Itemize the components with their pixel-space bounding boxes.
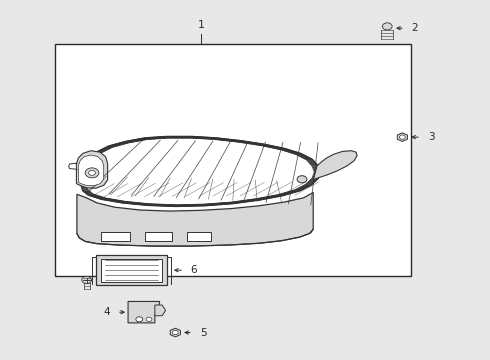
- Text: 4: 4: [103, 307, 110, 317]
- Bar: [101, 232, 129, 242]
- Text: 1: 1: [197, 20, 205, 30]
- Polygon shape: [76, 151, 108, 188]
- Text: 3: 3: [428, 132, 434, 142]
- Circle shape: [172, 330, 178, 335]
- Circle shape: [382, 23, 392, 30]
- Circle shape: [85, 168, 99, 178]
- Text: 5: 5: [200, 328, 206, 338]
- Polygon shape: [155, 305, 166, 316]
- Polygon shape: [397, 133, 408, 141]
- Circle shape: [89, 170, 96, 175]
- Polygon shape: [313, 151, 357, 180]
- Circle shape: [297, 176, 307, 183]
- Polygon shape: [78, 155, 104, 186]
- Bar: [101, 258, 162, 282]
- Bar: [145, 232, 172, 242]
- Text: 6: 6: [191, 265, 197, 275]
- Bar: [55, 44, 411, 276]
- Polygon shape: [128, 301, 160, 323]
- Polygon shape: [77, 193, 313, 246]
- Circle shape: [82, 276, 92, 284]
- Circle shape: [136, 317, 143, 322]
- Text: 2: 2: [412, 23, 418, 33]
- Bar: [187, 232, 211, 241]
- Circle shape: [146, 317, 152, 321]
- Bar: [97, 255, 167, 285]
- Polygon shape: [81, 136, 320, 206]
- Polygon shape: [170, 328, 180, 337]
- Circle shape: [399, 135, 405, 139]
